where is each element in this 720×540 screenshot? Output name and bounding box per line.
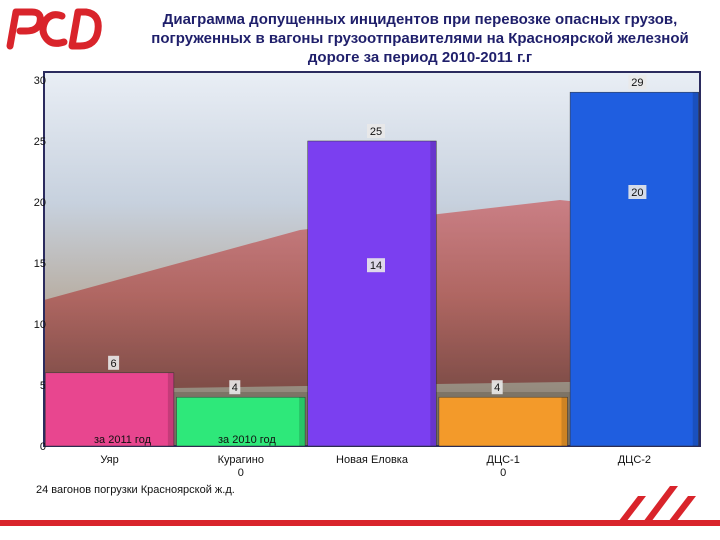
title-line: погруженных в вагоны грузоотправителями …: [151, 30, 689, 47]
value-label: 6: [111, 358, 117, 370]
value-label: 25: [370, 126, 382, 138]
category-label: Курагино: [218, 454, 264, 466]
category-label: ДЦС-2: [618, 454, 651, 466]
bar: [569, 91, 699, 447]
y-tick-label: 20: [34, 197, 46, 209]
y-tick-label: 25: [34, 136, 46, 148]
legend-swatch: [84, 436, 91, 443]
value-label: 29: [631, 77, 643, 89]
legend-swatch: [208, 436, 215, 443]
category-sublabel: 0: [238, 467, 244, 479]
value-label: 4: [494, 382, 500, 394]
value-label: 4: [232, 382, 238, 394]
y-tick-label: 10: [34, 319, 46, 331]
bottom-rule: [0, 520, 720, 526]
title-line: дороге за период 2010-2011 г.г: [307, 49, 533, 66]
bar-shade: [167, 372, 174, 446]
bar-shade: [430, 141, 437, 446]
value-label: 14: [370, 260, 382, 272]
chart-title: Диаграмма допущенных инцидентов при пере…: [120, 10, 720, 67]
value-label-bg: [367, 124, 385, 138]
bar-shade: [299, 397, 306, 446]
title-line: Диаграмма допущенных инцидентов при пере…: [162, 11, 678, 28]
rzd-logo: [6, 8, 102, 50]
value-label: 20: [631, 187, 643, 199]
bar-shade: [692, 92, 699, 446]
value-label-bg: [628, 75, 647, 90]
bar: [45, 372, 175, 447]
category-label: ДЦС-1: [487, 454, 520, 466]
footnote: 24 вагонов погрузки Красноярской ж.д.: [36, 484, 235, 496]
value-label-bg: [491, 380, 503, 395]
y-tick-label: 0: [40, 441, 46, 453]
y-tick-label: 5: [40, 380, 46, 392]
value-label-bg: [628, 185, 647, 199]
y-tick-label: 30: [34, 75, 46, 87]
legend-label: за 2011 год: [94, 434, 152, 446]
value-label-bg: [108, 355, 120, 370]
category-label: Новая Еловка: [336, 454, 409, 466]
value-label-bg: [367, 258, 385, 273]
bar: [176, 396, 306, 447]
bar: [307, 140, 437, 447]
category-label: Уяр: [100, 454, 118, 466]
category-sublabel: 0: [500, 467, 506, 479]
bar: [438, 396, 568, 447]
value-label-bg: [229, 380, 241, 395]
legend-label: за 2010 год: [218, 434, 276, 446]
y-tick-label: 15: [34, 258, 46, 270]
bar-shade: [561, 397, 568, 446]
